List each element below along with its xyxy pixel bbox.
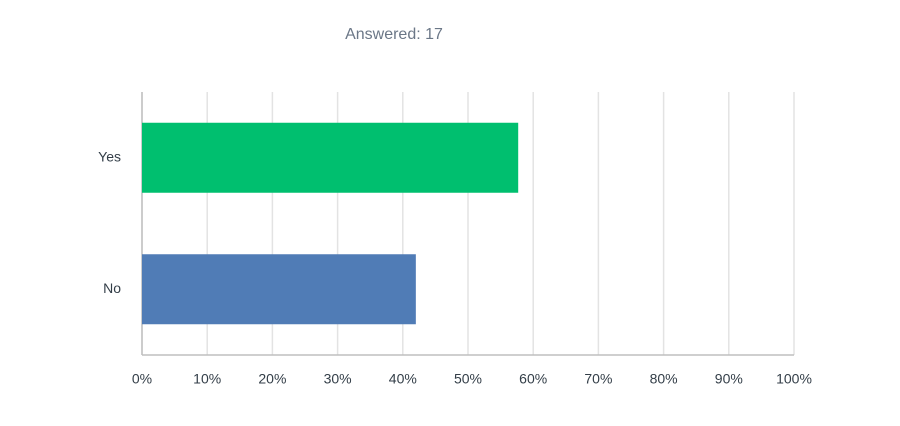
chart-title: Answered: 17 bbox=[345, 26, 443, 43]
x-tick-label: 40% bbox=[389, 371, 417, 387]
x-tick-label: 100% bbox=[776, 371, 812, 387]
x-tick-label: 80% bbox=[650, 371, 678, 387]
x-tick-label: 50% bbox=[454, 371, 482, 387]
x-tick-label: 20% bbox=[258, 371, 286, 387]
x-tick-label: 90% bbox=[715, 371, 743, 387]
x-tick-label: 60% bbox=[519, 371, 547, 387]
bar bbox=[142, 254, 416, 325]
x-tick-label: 10% bbox=[193, 371, 221, 387]
x-tick-label: 70% bbox=[584, 371, 612, 387]
bar bbox=[142, 122, 519, 193]
y-tick-label: Yes bbox=[98, 148, 121, 164]
x-tick-label: 0% bbox=[132, 371, 152, 387]
x-tick-label: 30% bbox=[324, 371, 352, 387]
y-tick-label: No bbox=[103, 280, 121, 296]
